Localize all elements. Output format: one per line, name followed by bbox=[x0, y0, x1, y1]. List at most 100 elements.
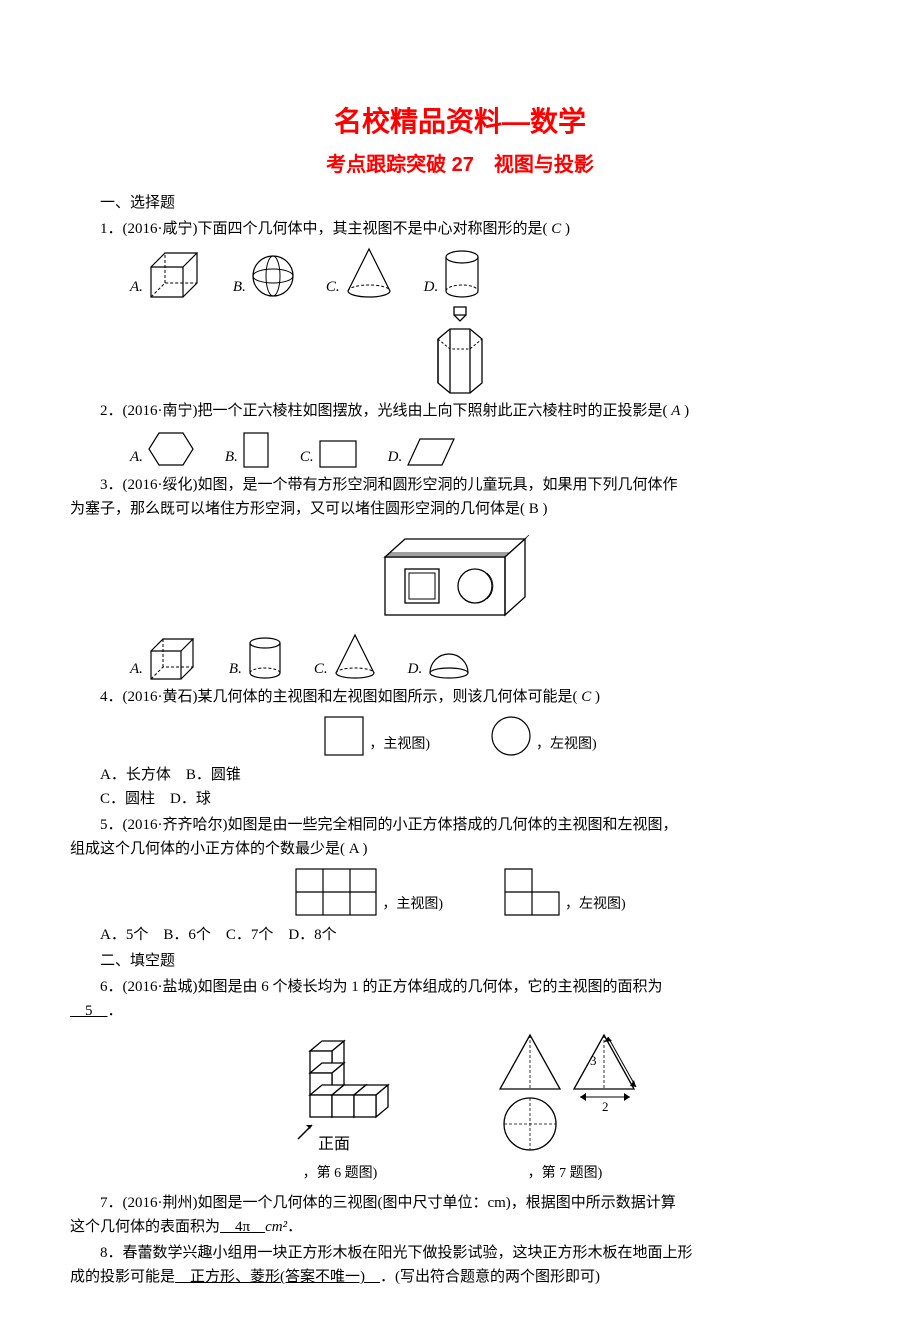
sphere-icon bbox=[250, 253, 296, 299]
opt-label: C. bbox=[314, 657, 328, 681]
q6-close: ． bbox=[108, 1003, 123, 1019]
q1-options: A. B. C. D. bbox=[70, 247, 850, 299]
q4-views: ，主视图) ，左视图) bbox=[70, 715, 850, 757]
q3-opt-a: A. bbox=[130, 635, 199, 681]
q4-opt-a: A．长方体 bbox=[100, 767, 186, 783]
q3-options: A. B. C. D. bbox=[70, 633, 850, 681]
q2-opt-a: A. bbox=[130, 429, 195, 469]
hexagon-icon bbox=[147, 429, 195, 469]
q5-close: ) bbox=[359, 841, 368, 857]
cube-icon bbox=[147, 249, 203, 299]
q1-close: ) bbox=[561, 221, 570, 237]
view-label: ，左视图) bbox=[565, 894, 626, 916]
hex-prism-icon bbox=[420, 305, 500, 395]
q1-opt-a: A. bbox=[130, 249, 203, 299]
q3-close: ) bbox=[539, 501, 548, 517]
fig6-caption: ，第 6 题图) bbox=[303, 1163, 378, 1185]
opt-label: C. bbox=[300, 445, 314, 469]
q2-opt-b: B. bbox=[225, 431, 270, 469]
q1-opt-c: C. bbox=[326, 247, 394, 299]
q2-opt-c: C. bbox=[300, 439, 358, 469]
q2-text: 2．(2016·南宁)把一个正六棱柱如图摆放，光线由上向下照射此正六棱柱时的正投… bbox=[100, 403, 671, 419]
cylinder-icon bbox=[442, 249, 482, 299]
opt-label: B. bbox=[225, 445, 238, 469]
q5-text2: 组成这个几何体的小正方体的个数最少是( bbox=[70, 841, 349, 857]
fig7-caption: ，第 7 题图) bbox=[528, 1163, 603, 1185]
q8-answer: 正方形、菱形(答案不唯一) bbox=[175, 1269, 380, 1285]
q8-line1: 8．春蕾数学兴趣小组用一块正方形木板在阳光下做投影试验，这块正方形木板在地面上形 bbox=[70, 1241, 850, 1265]
grid-icon bbox=[294, 867, 378, 917]
q7-answer: 4π bbox=[220, 1219, 265, 1235]
q1-answer: C bbox=[551, 221, 561, 237]
q1-text: 1．(2016·咸宁)下面四个几何体中，其主视图不是中心对称图形的是( bbox=[100, 221, 551, 237]
q6: 6．(2016·盐城)如图是由 6 个棱长均为 1 的正方体组成的几何体，它的主… bbox=[70, 975, 850, 999]
q2-opt-d: D. bbox=[388, 435, 457, 469]
view-label: ，主视图) bbox=[369, 734, 430, 756]
q3-opt-c: C. bbox=[314, 633, 378, 681]
q8-line2: 成的投影可能是 正方形、菱形(答案不唯一) ．(写出符合题意的两个图形即可) bbox=[70, 1265, 850, 1289]
toy-block-icon bbox=[375, 527, 545, 627]
square-icon bbox=[323, 715, 365, 757]
q3-opt-d: D. bbox=[408, 647, 473, 681]
section-1-heading: 一、选择题 bbox=[70, 191, 850, 215]
opt-label: A. bbox=[130, 275, 143, 299]
circle-icon bbox=[490, 715, 532, 757]
q7-line2: 这个几何体的表面积为 4π cm²． bbox=[70, 1215, 850, 1239]
q4-opts-line1: A．长方体 B．圆锥 bbox=[70, 763, 850, 787]
q5-line1: 5．(2016·齐齐哈尔)如图是由一些完全相同的小正方体搭成的几何体的主视图和左… bbox=[70, 813, 850, 837]
q4-opt-c: C．圆柱 bbox=[100, 791, 170, 807]
svg-text:2: 2 bbox=[602, 1099, 609, 1114]
q5-line2: 组成这个几何体的小正方体的个数最少是( A ) bbox=[70, 837, 850, 861]
q4-answer: C bbox=[581, 689, 591, 705]
q2-options: A. B. C. D. bbox=[70, 429, 850, 469]
svg-text:3: 3 bbox=[590, 1053, 597, 1068]
opt-label: C. bbox=[326, 275, 340, 299]
opt-label: A. bbox=[130, 657, 143, 681]
opt-label: A. bbox=[130, 445, 143, 469]
cube-stack-icon: 正面 bbox=[280, 1039, 400, 1159]
q7-close: ． bbox=[287, 1219, 302, 1235]
q7-figure: 3 2 ，第 7 题图) bbox=[490, 1029, 640, 1185]
q1-opt-d: D. bbox=[424, 249, 483, 299]
q7-text2: 这个几何体的表面积为 bbox=[70, 1219, 220, 1235]
q5-answer: A bbox=[349, 841, 359, 857]
q4-main-view: ，主视图) bbox=[323, 715, 430, 757]
q4: 4．(2016·黄石)某几何体的主视图和左视图如图所示，则该几何体可能是( C … bbox=[70, 685, 850, 709]
q1-opt-b: B. bbox=[233, 253, 296, 299]
q2-close: ) bbox=[680, 403, 689, 419]
cone-icon bbox=[332, 633, 378, 681]
parallelogram-icon bbox=[406, 435, 456, 469]
front-label: 正面 bbox=[318, 1136, 350, 1153]
view-label: ，左视图) bbox=[536, 734, 597, 756]
q3-answer: B bbox=[529, 501, 539, 517]
q4-opts-line2: C．圆柱 D．球 bbox=[70, 787, 850, 811]
opt-label: D. bbox=[388, 445, 403, 469]
cone-icon bbox=[344, 247, 394, 299]
section-2-heading: 二、填空题 bbox=[70, 949, 850, 973]
three-view-icon: 3 2 bbox=[490, 1029, 640, 1159]
q5-opts: A．5个 B．6个 C．7个 D．8个 bbox=[70, 923, 850, 947]
q5-left-view: ，左视图) bbox=[503, 867, 626, 917]
q8-close: ．(写出符合题意的两个图形即可) bbox=[380, 1269, 600, 1285]
opt-label: B. bbox=[233, 275, 246, 299]
q7-line1: 7．(2016·荆州)如图是一个几何体的三视图(图中尺寸单位：cm)，根据图中所… bbox=[70, 1191, 850, 1215]
view-label: ，主视图) bbox=[382, 894, 443, 916]
q6-figure: 正面 ，第 6 题图) bbox=[280, 1039, 400, 1185]
q3-opt-b: B. bbox=[229, 635, 284, 681]
title-sub: 考点跟踪突破 27 视图与投影 bbox=[70, 149, 850, 181]
q4-text: 4．(2016·黄石)某几何体的主视图和左视图如图所示，则该几何体可能是( bbox=[100, 689, 581, 705]
title-main: 名校精品资料—数学 bbox=[70, 100, 850, 145]
q2-figure bbox=[70, 305, 850, 395]
q3-figure bbox=[70, 527, 850, 627]
q4-opt-d: D．球 bbox=[170, 791, 211, 807]
rect-icon bbox=[318, 439, 358, 469]
q6-answer: 5 bbox=[70, 1003, 108, 1019]
q4-left-view: ，左视图) bbox=[490, 715, 597, 757]
q4-opt-b: B．圆锥 bbox=[186, 767, 241, 783]
q1: 1．(2016·咸宁)下面四个几何体中，其主视图不是中心对称图形的是( C ) bbox=[70, 217, 850, 241]
l-shape-icon bbox=[503, 867, 561, 917]
cube-icon bbox=[147, 635, 199, 681]
q3-line1: 3．(2016·绥化)如图，是一个带有方形空洞和圆形空洞的儿童玩具，如果用下列几… bbox=[70, 473, 850, 497]
q5-main-view: ，主视图) bbox=[294, 867, 443, 917]
q2: 2．(2016·南宁)把一个正六棱柱如图摆放，光线由上向下照射此正六棱柱时的正投… bbox=[70, 399, 850, 423]
